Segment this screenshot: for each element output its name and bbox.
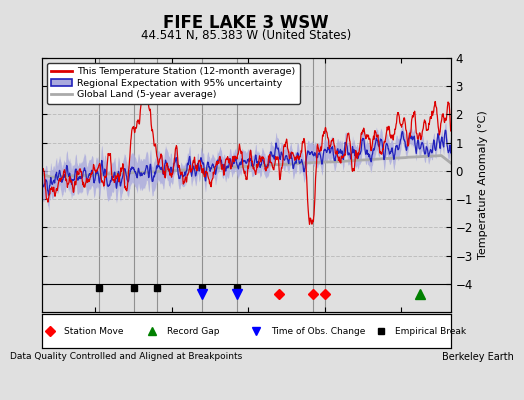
- Text: 44.541 N, 85.383 W (United States): 44.541 N, 85.383 W (United States): [141, 29, 352, 42]
- Y-axis label: Temperature Anomaly (°C): Temperature Anomaly (°C): [478, 111, 488, 259]
- Text: Record Gap: Record Gap: [167, 326, 219, 336]
- Text: Empirical Break: Empirical Break: [396, 326, 466, 336]
- Legend: This Temperature Station (12-month average), Regional Expectation with 95% uncer: This Temperature Station (12-month avera…: [47, 63, 300, 104]
- Text: Time of Obs. Change: Time of Obs. Change: [271, 326, 365, 336]
- Text: Data Quality Controlled and Aligned at Breakpoints: Data Quality Controlled and Aligned at B…: [10, 352, 243, 361]
- Text: Berkeley Earth: Berkeley Earth: [442, 352, 514, 362]
- Text: FIFE LAKE 3 WSW: FIFE LAKE 3 WSW: [163, 14, 329, 32]
- Text: Station Move: Station Move: [64, 326, 124, 336]
